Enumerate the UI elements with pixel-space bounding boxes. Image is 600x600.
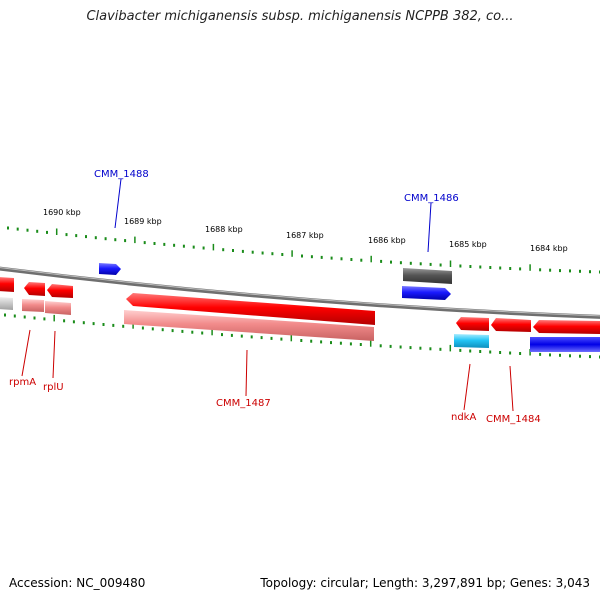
label-ndka[interactable]: ndkA xyxy=(451,412,476,423)
scale-label-1685: 1685 kbp xyxy=(449,240,487,249)
leader-cmm-1484 xyxy=(509,365,514,412)
gene-cmm-1487-product[interactable] xyxy=(124,310,374,341)
scale-label-1687: 1687 kbp xyxy=(286,231,324,240)
gene-cmm-1486[interactable] xyxy=(402,286,451,300)
label-cmm-1487[interactable]: CMM_1487 xyxy=(216,398,271,409)
leader-cmm-1487 xyxy=(245,349,248,397)
gene-left-edge[interactable] xyxy=(0,277,14,292)
scale-label-1684: 1684 kbp xyxy=(530,244,568,253)
leader-ndka xyxy=(463,363,471,411)
label-cmm-1484[interactable]: CMM_1484 xyxy=(486,414,541,425)
genome-backbone xyxy=(0,266,600,319)
gene-labels: CMM_1488 CMM_1486 rpmA rplU CMM_1487 ndk… xyxy=(9,169,541,425)
gene-cmm-1487[interactable] xyxy=(126,293,375,325)
leader-cmm-1488 xyxy=(114,178,122,229)
gene-left-edge-rna[interactable] xyxy=(0,297,13,310)
gene-rplu[interactable] xyxy=(47,284,73,298)
forward-strand-features xyxy=(99,263,452,300)
leader-rpma xyxy=(21,329,31,377)
gene-ndka[interactable] xyxy=(456,317,489,331)
genome-summary-text: Topology: circular; Length: 3,297,891 bp… xyxy=(260,576,590,590)
scale-label-1686: 1686 kbp xyxy=(368,236,406,245)
leader-cmm-1486 xyxy=(427,202,432,253)
gene-rpma-product[interactable] xyxy=(22,299,44,312)
label-rplu[interactable]: rplU xyxy=(43,382,64,393)
accession-text: Accession: NC_009480 xyxy=(9,576,146,590)
genome-backbone-highlight xyxy=(0,267,600,317)
scale-label-1689: 1689 kbp xyxy=(124,217,162,226)
reverse-strand-features xyxy=(0,277,600,352)
scale-labels: 1690 kbp 1689 kbp 1688 kbp 1687 kbp 1686… xyxy=(43,208,568,253)
label-cmm-1486[interactable]: CMM_1486 xyxy=(404,193,459,204)
map-title: Clavibacter michiganensis subsp. michiga… xyxy=(86,9,514,24)
scale-label-1690: 1690 kbp xyxy=(43,208,81,217)
label-rpma[interactable]: rpmA xyxy=(9,377,36,388)
gene-right-edge[interactable] xyxy=(533,320,600,334)
gene-right-edge-product[interactable] xyxy=(530,337,600,352)
gene-rplu-product[interactable] xyxy=(45,301,71,315)
leader-rplu xyxy=(52,330,56,379)
gene-rpma[interactable] xyxy=(24,282,45,296)
inner-scale-ticks xyxy=(4,313,600,359)
gene-ndka-rna[interactable] xyxy=(454,334,489,348)
outer-scale-ticks xyxy=(7,226,600,274)
gene-cmm-1486-pseudo[interactable] xyxy=(403,268,452,284)
gene-cmm-1488[interactable] xyxy=(99,263,121,275)
label-leaders xyxy=(21,178,514,412)
gene-cmm-1484[interactable] xyxy=(491,318,531,332)
scale-label-1688: 1688 kbp xyxy=(205,225,243,234)
label-cmm-1488[interactable]: CMM_1488 xyxy=(94,169,149,180)
